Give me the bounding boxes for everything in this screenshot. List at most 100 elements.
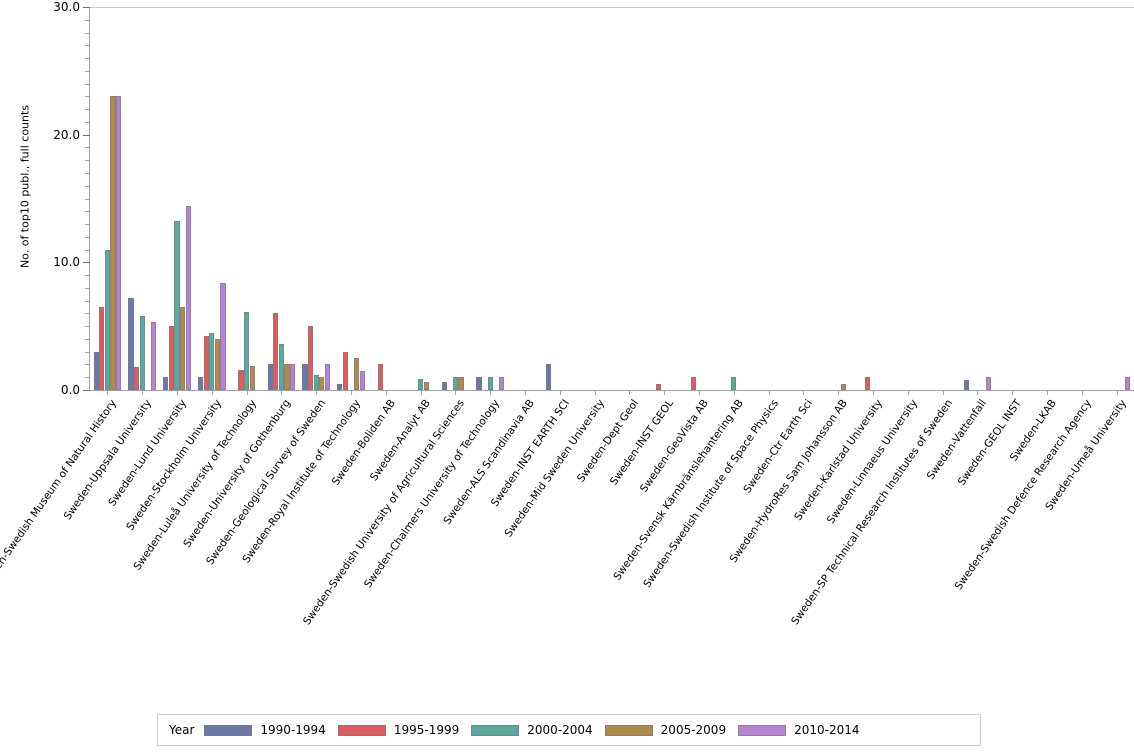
bar[interactable] xyxy=(185,206,191,390)
bar[interactable] xyxy=(307,326,314,390)
x-axis-label[interactable]: Sweden-Swedish Institute of Space Physic… xyxy=(640,397,781,590)
bar[interactable] xyxy=(209,332,215,390)
bar[interactable] xyxy=(249,365,255,390)
bar[interactable] xyxy=(174,221,180,390)
x-tick xyxy=(490,391,492,395)
bar[interactable] xyxy=(302,364,308,390)
bar[interactable] xyxy=(243,312,250,390)
bar[interactable] xyxy=(452,377,458,390)
bar[interactable] xyxy=(441,382,447,390)
legend-entry[interactable]: 1995-1999 xyxy=(337,723,459,737)
bar-group xyxy=(368,7,403,390)
bar[interactable] xyxy=(423,382,429,390)
bar[interactable] xyxy=(690,377,696,390)
x-tick xyxy=(664,391,666,395)
legend-swatch xyxy=(337,724,386,736)
bar[interactable] xyxy=(458,377,464,390)
bar[interactable] xyxy=(986,377,992,390)
legend-entry[interactable]: 1990-1994 xyxy=(204,723,326,737)
bar[interactable] xyxy=(476,377,482,390)
y-tick-minor xyxy=(85,338,90,340)
bar[interactable] xyxy=(359,370,365,390)
legend-swatch xyxy=(204,724,253,736)
bar[interactable] xyxy=(238,369,244,390)
bar[interactable] xyxy=(99,307,105,390)
bar[interactable] xyxy=(220,282,226,390)
x-tick xyxy=(525,391,526,395)
x-axis-label[interactable]: Sweden-Svensk Kärnbränslehantering AB xyxy=(611,397,746,583)
bar[interactable] xyxy=(342,351,348,390)
bar[interactable] xyxy=(963,379,969,390)
bar[interactable] xyxy=(498,377,504,390)
x-tick xyxy=(629,391,631,395)
bar-group xyxy=(925,7,960,390)
bar[interactable] xyxy=(1125,377,1131,390)
bar-group xyxy=(960,7,995,390)
bar[interactable] xyxy=(163,377,169,390)
bar[interactable] xyxy=(655,383,662,390)
bar[interactable] xyxy=(139,315,145,390)
bar[interactable] xyxy=(168,326,174,390)
bar[interactable] xyxy=(93,351,99,390)
bar[interactable] xyxy=(273,313,279,390)
x-axis-label[interactable]: Sweden-GeoVista AB xyxy=(637,397,712,495)
bar[interactable] xyxy=(545,364,552,390)
bar[interactable] xyxy=(864,377,870,390)
bar[interactable] xyxy=(487,377,493,390)
bar[interactable] xyxy=(353,358,360,390)
bar[interactable] xyxy=(104,249,110,390)
legend-entry[interactable]: 2005-2009 xyxy=(604,723,726,737)
bar[interactable] xyxy=(324,364,330,390)
y-tick-major xyxy=(83,390,90,391)
bar[interactable] xyxy=(267,364,273,390)
bar[interactable] xyxy=(377,364,383,390)
bar[interactable] xyxy=(313,374,319,390)
bar[interactable] xyxy=(110,96,116,390)
y-tick-minor xyxy=(85,70,90,72)
y-tick-minor xyxy=(85,160,90,162)
legend-entry[interactable]: 2000-2004 xyxy=(471,723,593,737)
bar[interactable] xyxy=(337,383,343,390)
y-tick-minor xyxy=(85,58,90,60)
legend-entry[interactable]: 2010-2014 xyxy=(738,723,860,737)
bar[interactable] xyxy=(197,377,204,390)
x-axis-label[interactable]: Sweden-GEOL INST xyxy=(955,397,1025,488)
x-tick xyxy=(1081,391,1083,395)
bar-group xyxy=(264,7,299,390)
x-tick xyxy=(699,391,700,395)
x-axis-label[interactable]: Sweden-Chalmers University of Technology xyxy=(362,397,503,591)
bar-group xyxy=(716,7,751,390)
y-tick-minor xyxy=(85,364,90,366)
x-axis-label[interactable]: Sweden-Swedish Defence Research Agency xyxy=(952,397,1094,593)
y-axis-tick-label: 0.0 xyxy=(60,383,80,397)
x-axis-label[interactable]: Sweden-INST GEOL xyxy=(608,397,677,488)
bar[interactable] xyxy=(116,96,122,390)
x-axis-label[interactable]: Sweden-Boliden AB xyxy=(329,397,398,488)
y-tick-minor xyxy=(85,287,90,289)
bar[interactable] xyxy=(203,336,209,390)
bar[interactable] xyxy=(841,383,847,390)
bar[interactable] xyxy=(731,377,737,390)
bar[interactable] xyxy=(417,378,424,390)
bar[interactable] xyxy=(319,377,325,390)
bar[interactable] xyxy=(179,307,186,390)
y-tick-minor xyxy=(85,236,90,238)
bar-group xyxy=(542,7,577,390)
bar[interactable] xyxy=(133,367,140,390)
bar[interactable] xyxy=(278,344,284,390)
bar[interactable] xyxy=(128,298,134,390)
x-tick xyxy=(594,391,596,395)
bar[interactable] xyxy=(214,338,220,390)
y-axis-title: No. of top10 publ., full counts xyxy=(18,104,32,269)
x-tick xyxy=(559,391,561,395)
x-tick xyxy=(942,391,944,395)
plot-area xyxy=(90,7,1134,390)
y-tick-minor xyxy=(85,96,90,98)
y-tick-minor xyxy=(85,249,90,251)
y-tick-minor xyxy=(85,147,90,149)
bar[interactable] xyxy=(290,364,296,390)
bar[interactable] xyxy=(150,322,156,390)
bar[interactable] xyxy=(284,364,290,390)
x-tick xyxy=(316,391,318,395)
x-axis-label[interactable]: Sweden-Swedish Museum of Natural History xyxy=(0,397,120,596)
